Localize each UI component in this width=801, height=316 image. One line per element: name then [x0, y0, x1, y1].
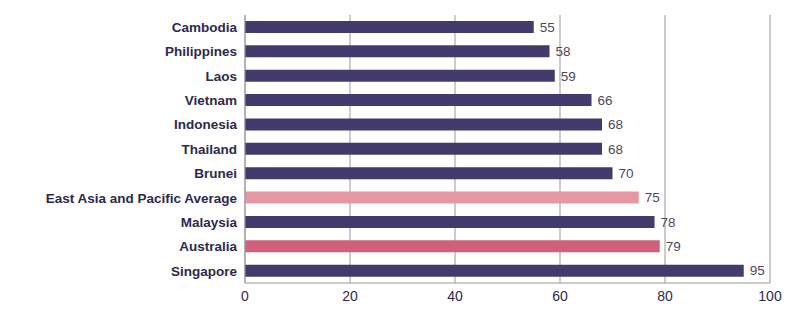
svg-text:60: 60 [552, 288, 568, 304]
svg-text:78: 78 [661, 215, 676, 230]
svg-text:Philippines: Philippines [165, 44, 237, 59]
svg-text:95: 95 [750, 263, 765, 278]
svg-text:66: 66 [598, 93, 613, 108]
svg-text:79: 79 [666, 239, 681, 254]
svg-text:Laos: Laos [205, 69, 237, 84]
svg-text:Thailand: Thailand [181, 142, 237, 157]
svg-text:58: 58 [556, 44, 571, 59]
svg-text:East Asia and Pacific Average: East Asia and Pacific Average [46, 191, 238, 206]
svg-text:Australia: Australia [179, 239, 237, 254]
svg-text:Cambodia: Cambodia [172, 20, 238, 35]
svg-text:Indonesia: Indonesia [174, 117, 238, 132]
svg-text:40: 40 [447, 288, 463, 304]
svg-text:100: 100 [758, 288, 782, 304]
svg-text:68: 68 [608, 142, 623, 157]
svg-text:55: 55 [540, 20, 555, 35]
svg-text:20: 20 [342, 288, 358, 304]
svg-text:70: 70 [619, 166, 634, 181]
svg-text:80: 80 [657, 288, 673, 304]
svg-text:75: 75 [645, 190, 660, 205]
svg-text:0: 0 [241, 288, 249, 304]
svg-text:Singapore: Singapore [171, 264, 238, 279]
svg-text:Vietnam: Vietnam [185, 93, 237, 108]
svg-text:Malaysia: Malaysia [181, 215, 238, 230]
svg-text:Brunei: Brunei [194, 166, 237, 181]
svg-text:68: 68 [608, 117, 623, 132]
svg-text:59: 59 [561, 69, 576, 84]
